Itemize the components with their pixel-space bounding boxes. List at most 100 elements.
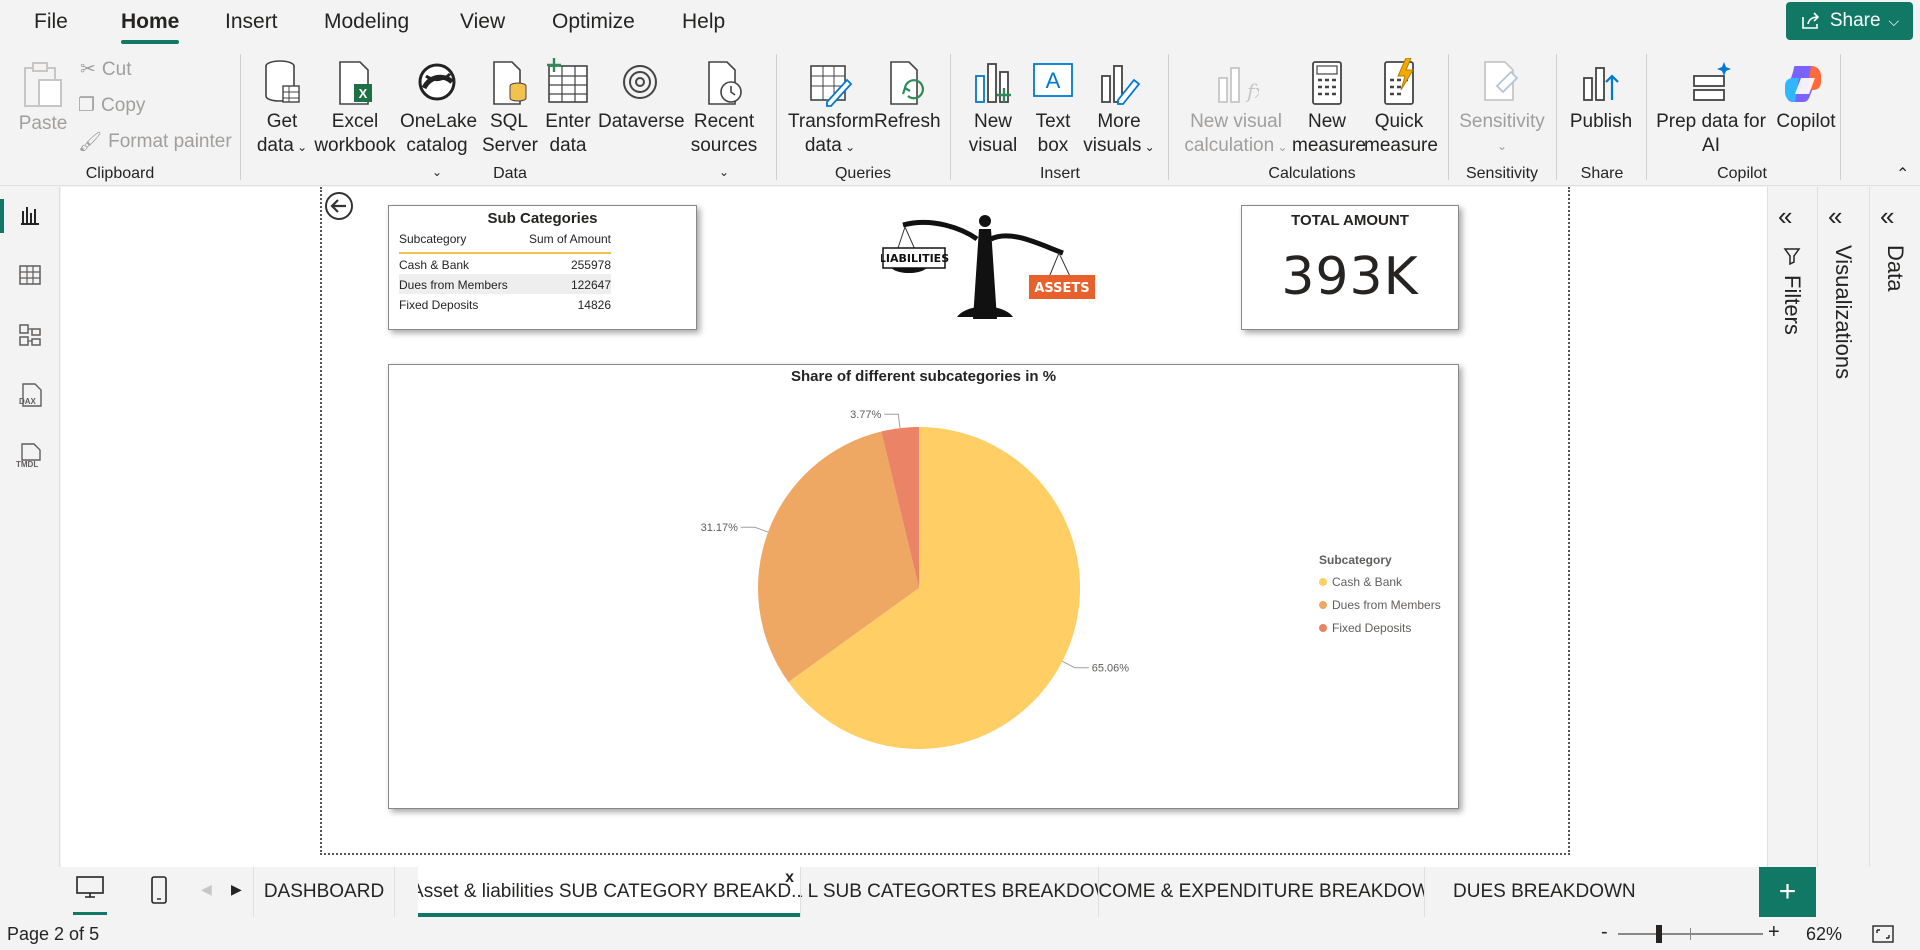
get-data-label-1: Get [266, 111, 298, 132]
visual-calc-label-2: calculation [1184, 135, 1275, 156]
publish-button[interactable]: Publish [1566, 58, 1636, 134]
ribbon-divider [950, 54, 951, 180]
cut-button[interactable]: ✂ Cut [80, 58, 132, 81]
ribbon-divider [240, 54, 241, 180]
scroll-right-icon[interactable]: ▶ [231, 881, 242, 897]
zoom-slider-thumb[interactable] [1656, 925, 1662, 943]
share-icon [1802, 12, 1819, 29]
new-measure-button[interactable]: New measure [1292, 58, 1366, 158]
scale-image[interactable]: LIABILITIES ASSETS [879, 205, 1131, 333]
menu-file[interactable]: File [34, 10, 68, 33]
transform-data-button[interactable]: Transform data ⌄ [788, 58, 874, 159]
text-box-label-1: Text [1035, 111, 1071, 132]
filter-icon[interactable] [1783, 247, 1801, 270]
ribbon-divider [1448, 54, 1449, 180]
more-visuals-button[interactable]: More visuals ⌄ [1082, 58, 1156, 159]
zoom-level[interactable]: 62% [1806, 924, 1843, 944]
visual-calculation-icon: fx [1218, 67, 1259, 103]
page-tab-al-breakdown[interactable]: A & L SUB CATEGORTES BREAKDOWN [801, 867, 1099, 917]
expand-visualizations-icon[interactable]: « [1828, 201, 1843, 231]
legend-item[interactable]: Fixed Deposits [1319, 616, 1441, 639]
total-amount-card[interactable]: TOTAL AMOUNT 393K [1241, 205, 1459, 330]
dax-query-view-icon[interactable]: DAX [12, 377, 48, 413]
data-pane: « Data [1869, 187, 1920, 867]
quick-measure-button[interactable]: Quick measure [1364, 58, 1438, 158]
pie-slice[interactable] [881, 427, 919, 588]
prep-data-for-ai-button[interactable]: Prep data for AI [1656, 58, 1766, 158]
sub-categories-table[interactable]: Sub Categories Subcategory Sum of Amount… [388, 205, 697, 330]
get-data-button[interactable]: Get data ⌄ [254, 58, 310, 159]
recent-sources-button[interactable]: Recent sources ⌄ [686, 58, 762, 184]
column-header-sum-amount[interactable]: Sum of Amount [528, 232, 611, 246]
expand-filters-icon[interactable]: « [1778, 201, 1793, 231]
zoom-out-button[interactable]: - [1601, 921, 1608, 943]
data-pane-label[interactable]: Data [1883, 245, 1908, 292]
active-view-indicator [0, 199, 4, 233]
legend-item[interactable]: Dues from Members [1319, 593, 1441, 616]
share-button[interactable]: Share ⌵ [1786, 2, 1913, 40]
table-row[interactable]: Fixed Deposits 14826 [399, 294, 611, 314]
menu-optimize[interactable]: Optimize [552, 10, 635, 33]
model-view-icon[interactable] [12, 317, 48, 353]
page-tab-dues-breakdown[interactable]: DUES BREAKDOWN [1425, 867, 1759, 917]
svg-text:DAX: DAX [19, 397, 37, 406]
menu-view[interactable]: View [460, 10, 506, 33]
column-header-subcategory[interactable]: Subcategory [399, 232, 467, 246]
sql-server-button[interactable]: SQL Server [482, 58, 538, 158]
table-view-icon[interactable] [12, 257, 48, 293]
paste-button[interactable]: Paste [14, 60, 72, 136]
mobile-layout-icon[interactable] [149, 875, 169, 910]
zoom-in-button[interactable]: + [1768, 921, 1780, 943]
format-painter-label: Format painter [108, 131, 232, 152]
back-arrow-icon[interactable] [324, 191, 354, 221]
menu-insert[interactable]: Insert [225, 10, 278, 33]
format-painter-button[interactable]: 🖌 Format painter [78, 130, 232, 154]
filters-pane-label[interactable]: Filters [1780, 275, 1805, 335]
more-visuals-label-2: visuals [1083, 135, 1142, 156]
page-tab-asset-liabilities[interactable]: Asset & liabilities SUB CATEGORY BREAKD.… [418, 867, 801, 917]
visualizations-pane-label[interactable]: Visualizations [1831, 245, 1856, 380]
pie-slice[interactable] [758, 431, 919, 683]
calculator-icon [1312, 61, 1342, 105]
chevron-down-icon: ⌄ [841, 140, 856, 154]
refresh-button[interactable]: Refresh [874, 58, 941, 134]
chevron-down-icon: ⌄ [1141, 140, 1155, 154]
desktop-layout-icon[interactable] [73, 875, 107, 915]
sensitivity-button[interactable]: Sensitivity ⌄ [1458, 58, 1546, 158]
calculations-group-label: Calculations [1268, 165, 1356, 182]
new-visual-button[interactable]: New visual [962, 58, 1024, 158]
fit-to-page-icon[interactable] [1872, 925, 1894, 948]
excel-workbook-button[interactable]: X Excel workbook [314, 58, 396, 158]
dataverse-button[interactable]: Dataverse [598, 58, 685, 134]
onelake-catalog-button[interactable]: OneLake catalog ⌄ [400, 58, 477, 184]
copilot-button[interactable]: Copilot [1766, 58, 1846, 134]
add-page-button[interactable]: + [1759, 867, 1816, 917]
legend-item[interactable]: Cash & Bank [1319, 570, 1441, 593]
table-row[interactable]: Dues from Members 122647 [399, 274, 611, 294]
close-tab-icon[interactable]: x [785, 869, 794, 886]
menu-help[interactable]: Help [682, 10, 726, 33]
tmdl-view-icon[interactable]: TMDL [12, 437, 48, 473]
page-tab-income-expenditure[interactable]: INCOME & EXPENDITURE BREAKDOWN [1099, 867, 1425, 917]
menu-modeling[interactable]: Modeling [324, 10, 410, 33]
transform-label-2: data [804, 135, 842, 156]
dataverse-label: Dataverse [598, 111, 685, 132]
scroll-left-icon[interactable]: ◀ [201, 881, 212, 897]
table-row[interactable]: Cash & Bank 255978 [399, 254, 611, 274]
pie-slice[interactable] [788, 427, 1080, 749]
page-tab-label: DASHBOARD [263, 881, 385, 902]
report-view-icon[interactable] [12, 197, 48, 233]
expand-data-icon[interactable]: « [1880, 201, 1895, 231]
legend-dot [1319, 577, 1327, 586]
enter-data-button[interactable]: Enter data [540, 58, 596, 158]
new-visual-calculation-button[interactable]: fx New visual calculation ⌄ [1180, 58, 1292, 159]
text-box-button[interactable]: A Text box [1026, 58, 1080, 158]
menu-home[interactable]: Home [121, 10, 180, 33]
ribbon-divider [1840, 54, 1841, 180]
visual-calc-label-1: New visual [1190, 111, 1282, 132]
scissors-icon: ✂ [80, 59, 96, 80]
collapse-ribbon-icon[interactable]: ⌃ [1896, 166, 1910, 183]
pie-chart-visual[interactable]: Share of different subcategories in % 65… [388, 364, 1459, 809]
copy-button[interactable]: ❐ Copy [78, 94, 145, 117]
page-tab-dashboard[interactable]: DASHBOARD [253, 867, 395, 917]
